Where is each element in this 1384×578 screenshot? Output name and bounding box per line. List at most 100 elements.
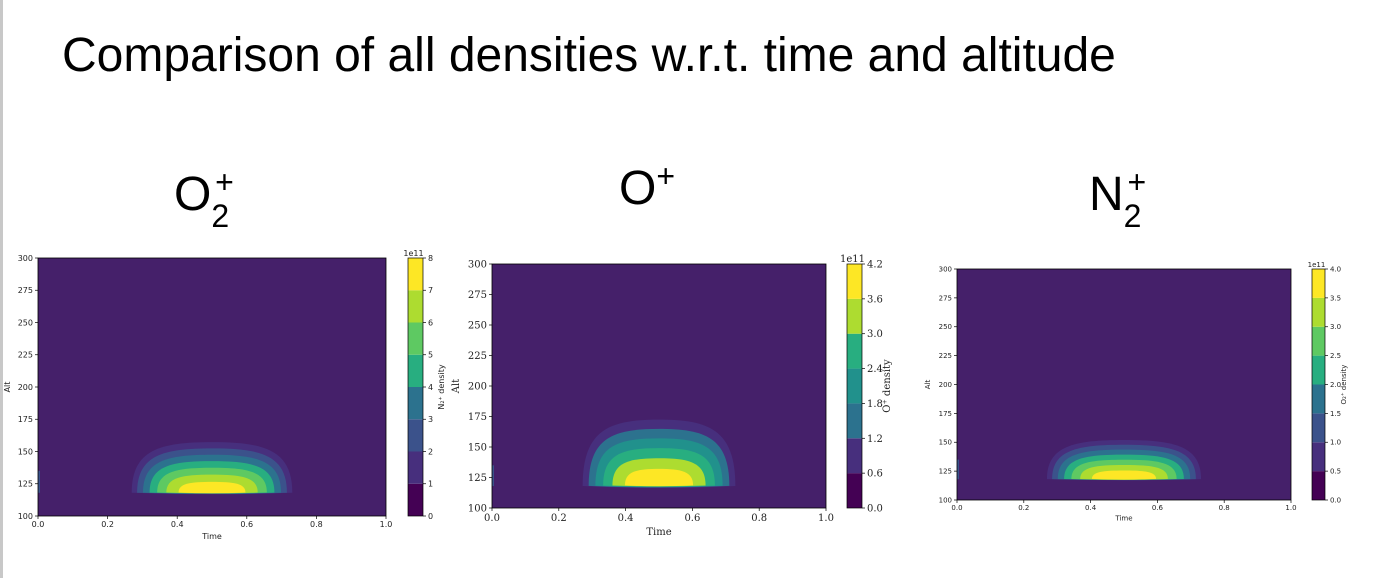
colorbar-tick-label: 3.0	[867, 329, 883, 340]
x-tick-label: 0.2	[101, 520, 114, 529]
contour-chart-1: 0.0 0.2 0.4 0.6 0.8 1.01001251501752002252502…	[3, 249, 446, 541]
y-tick-label: 125	[468, 473, 487, 484]
colorbar: 0.0 0.5 1.0 1.5 2.0 2.5 3.0 3.5 4.0 1e11 O₂⁺ densi…	[1308, 261, 1348, 504]
colorbar-tick-label: 7	[428, 286, 433, 295]
x-tick-label: 0.6	[1152, 504, 1164, 512]
colorbar-segment	[408, 354, 423, 387]
colorbar-tick-label: 4.0	[1330, 265, 1341, 273]
colorbar-tick-label: 3	[428, 415, 433, 424]
y-tick-label: 225	[939, 352, 952, 360]
x-tick-label: 0.2	[1018, 504, 1029, 512]
colorbar-tick-label: 4	[428, 383, 433, 392]
colorbar-tick-label: 2.0	[1330, 381, 1341, 389]
y-tick-label: 225	[18, 351, 33, 360]
colorbar-segment	[408, 451, 423, 484]
colorbar-segment	[847, 438, 862, 474]
colorbar-tick-label: 5	[428, 351, 433, 360]
y-axis-label: Alt	[451, 379, 462, 394]
colorbar-tick-label: 1	[428, 480, 433, 489]
y-tick-label: 200	[18, 383, 33, 392]
colorbar-offset-label: 1e11	[840, 254, 865, 265]
x-tick-label: 0.2	[551, 513, 567, 524]
species-label-2: O+	[619, 158, 676, 215]
colorbar-segment	[1312, 471, 1325, 500]
colorbar-segment	[408, 258, 423, 291]
x-tick-label: 0.0	[32, 520, 45, 529]
colorbar-offset-label: 1e11	[403, 249, 423, 258]
colorbar-offset-label: 1e11	[1308, 261, 1326, 269]
y-tick-label: 300	[18, 254, 33, 263]
y-tick-label: 300	[939, 265, 952, 273]
edge-feature	[957, 459, 959, 480]
x-tick-label: 1.0	[380, 520, 393, 529]
colorbar-segment	[1312, 384, 1325, 414]
colorbar-frame	[846, 263, 863, 509]
species-label-1: O2+	[174, 164, 234, 234]
colorbar-tick-label: 0.0	[867, 504, 883, 515]
colorbar-segment	[1312, 326, 1325, 356]
y-axis-label: Alt	[924, 380, 932, 390]
x-tick-label: 0.6	[240, 520, 253, 529]
y-tick-label: 250	[468, 321, 487, 332]
colorbar-segment	[847, 403, 862, 439]
x-tick-label: 0.4	[1085, 504, 1097, 512]
x-tick-label: 0.6	[684, 513, 700, 524]
contour-band-level-7	[178, 481, 246, 494]
colorbar-segment	[408, 387, 423, 420]
colorbar-tick-label: 0.5	[1330, 468, 1341, 476]
y-tick-label: 275	[468, 290, 487, 301]
contour-band-level-7	[1091, 470, 1157, 480]
colorbar-tick-label: 3.6	[867, 294, 883, 305]
colorbar-tick-label: 1.0	[1330, 439, 1341, 447]
colorbar-tick-label: 8	[428, 254, 433, 263]
x-axis-label: Time	[646, 527, 671, 538]
contour-chart-2: 0.0 0.2 0.4 0.6 0.8 1.0 100 125 150 175 200 225 250 2…	[451, 254, 893, 538]
colorbar-tick-label: 4.2	[867, 260, 883, 271]
y-tick-label: 250	[939, 323, 952, 331]
colorbar: 0 1 2 3 4 5 6 7 8 1e11 N₂⁺ density	[403, 249, 446, 521]
colorbar-tick-label: 0.6	[867, 469, 883, 480]
species-label-3: N2+	[1089, 164, 1147, 234]
y-tick-label: 150	[939, 439, 952, 447]
colorbar-segment	[847, 298, 862, 334]
x-axis-label: Time	[201, 532, 222, 541]
colorbar-segment	[1312, 269, 1325, 298]
y-tick-label: 125	[18, 480, 33, 489]
colorbar-tick-label: 2.4	[867, 364, 883, 375]
x-axis-label: Time	[1114, 515, 1132, 523]
colorbar-tick-label: 1.2	[867, 434, 883, 445]
colorbar-segment	[847, 473, 862, 508]
colorbar-label: O⁺ density	[882, 359, 893, 413]
edge-feature	[492, 465, 494, 487]
colorbar-segment	[408, 483, 423, 516]
colorbar-segment	[408, 419, 423, 452]
x-tick-label: 0.4	[618, 513, 634, 524]
colorbar-segment	[847, 368, 862, 404]
x-tick-label: 0.8	[751, 513, 767, 524]
y-axis-label: Alt	[3, 382, 12, 393]
y-tick-label: 200	[468, 382, 487, 393]
colorbar-segment	[847, 333, 862, 369]
colorbar-segment	[1312, 442, 1325, 472]
x-tick-label: 1.0	[1285, 504, 1296, 512]
colorbar-segment	[408, 322, 423, 355]
slide-title: Comparison of all densities w.r.t. time …	[62, 29, 1116, 82]
y-tick-label: 275	[18, 286, 33, 295]
colorbar-segment	[408, 290, 423, 323]
colorbar-tick-label: 2.5	[1330, 352, 1341, 360]
contour-chart-3: 0.0 0.2 0.4 0.6 0.8 1.0 100 125 150 175 200 225 250 2…	[924, 261, 1348, 523]
x-tick-label: 0.0	[484, 513, 500, 524]
colorbar-label: O₂⁺ density	[1340, 365, 1348, 405]
colorbar-tick-label: 6	[428, 318, 433, 327]
y-tick-label: 100	[468, 504, 487, 515]
colorbar-tick-label: 1.5	[1330, 410, 1341, 418]
y-tick-label: 175	[18, 415, 33, 424]
colorbar-tick-label: 2	[428, 447, 433, 456]
y-tick-label: 175	[939, 410, 952, 418]
colorbar-label: N₂⁺ density	[437, 364, 446, 410]
x-tick-label: 1.0	[818, 513, 834, 524]
x-tick-label: 0.8	[310, 520, 323, 529]
colorbar-segment	[1312, 297, 1325, 327]
